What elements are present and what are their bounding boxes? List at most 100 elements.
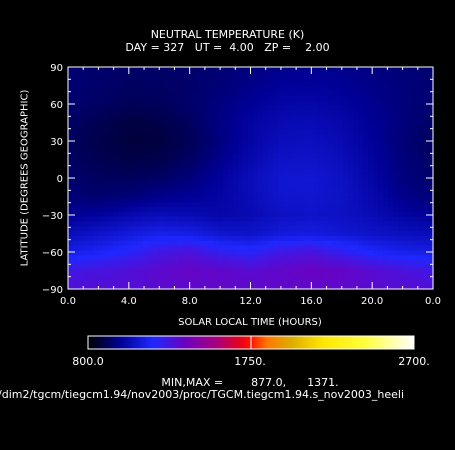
heatmap-cell (353, 216, 359, 223)
heatmap-cell (88, 211, 94, 218)
heatmap-cell (118, 129, 124, 136)
heatmap-cell (218, 81, 224, 87)
heatmap-cell (93, 91, 99, 97)
heatmap-cell (218, 71, 224, 78)
heatmap-cell (133, 134, 139, 140)
heatmap-cell (88, 284, 94, 290)
heatmap-cell (138, 120, 144, 126)
heatmap-cell (173, 91, 179, 97)
heatmap-cell (98, 115, 104, 121)
heatmap-cell (238, 163, 244, 169)
heatmap-cell (328, 124, 334, 131)
heatmap-cell (213, 163, 219, 169)
heatmap-cell (393, 163, 399, 169)
heatmap-cell (103, 115, 109, 121)
heatmap-cell (373, 240, 379, 247)
heatmap-cell (323, 110, 329, 116)
heatmap-cell (148, 269, 154, 276)
heatmap-cell (403, 91, 409, 97)
heatmap-cell (253, 115, 259, 121)
heatmap-cell (393, 105, 399, 112)
heatmap-cell (223, 120, 229, 126)
heatmap-cell (423, 284, 429, 290)
heatmap-cell (263, 231, 269, 237)
heatmap-cell (413, 192, 419, 198)
heatmap-cell (363, 231, 369, 237)
heatmap-cell (283, 95, 289, 102)
heatmap-cell (183, 202, 189, 208)
heatmap-cell (98, 124, 104, 131)
heatmap-cell (413, 149, 419, 155)
heatmap-cell (348, 76, 354, 83)
heatmap-cell (123, 124, 129, 131)
heatmap-cell (208, 149, 214, 155)
heatmap-cell (323, 139, 329, 145)
heatmap-cell (173, 221, 179, 227)
heatmap-cell (348, 202, 354, 208)
heatmap-cell (393, 245, 399, 251)
heatmap-cell (133, 221, 139, 227)
heatmap-cell (283, 187, 289, 194)
heatmap-cell (353, 139, 359, 145)
heatmap-cell (298, 129, 304, 136)
heatmap-cell (348, 163, 354, 169)
heatmap-cell (178, 163, 184, 169)
heatmap-cell (388, 284, 394, 290)
heatmap-cell (333, 202, 339, 208)
heatmap-cell (373, 250, 379, 256)
heatmap-cell (103, 187, 109, 194)
heatmap-cell (318, 149, 324, 155)
heatmap-cell (413, 153, 419, 160)
heatmap-cell (363, 235, 369, 242)
heatmap-cell (173, 129, 179, 136)
heatmap-cell (238, 76, 244, 83)
heatmap-cell (113, 192, 119, 198)
heatmap-cell (193, 168, 199, 174)
heatmap-cell (288, 158, 294, 165)
heatmap-cell (273, 168, 279, 174)
heatmap-cell (168, 129, 174, 136)
chart-title: NEUTRAL TEMPERATURE (K) (150, 28, 305, 41)
heatmap-cell (363, 149, 369, 155)
heatmap-cell (363, 221, 369, 227)
heatmap-cell (233, 129, 239, 136)
heatmap-cell (348, 173, 354, 179)
heatmap-cell (153, 240, 159, 247)
heatmap-cell (273, 153, 279, 160)
heatmap-cell (178, 211, 184, 218)
heatmap-cell (93, 187, 99, 194)
heatmap-cell (198, 81, 204, 87)
heatmap-cell (303, 67, 309, 73)
heatmap-cell (333, 269, 339, 276)
heatmap-cell (283, 221, 289, 227)
heatmap-cell (328, 245, 334, 251)
heatmap-cell (163, 158, 169, 165)
heatmap-cell (148, 144, 154, 150)
heatmap-cell (298, 173, 304, 179)
heatmap-cell (353, 206, 359, 213)
heatmap-cell (213, 100, 219, 107)
heatmap-cell (363, 274, 369, 280)
heatmap-cell (108, 134, 114, 140)
heatmap-cell (323, 264, 329, 271)
heatmap-cell (173, 71, 179, 78)
heatmap-cell (103, 105, 109, 112)
heatmap-cell (178, 197, 184, 203)
heatmap-cell (338, 240, 344, 247)
heatmap-cell (208, 216, 214, 223)
heatmap-cell (278, 187, 284, 194)
heatmap-cell (163, 206, 169, 213)
heatmap-cell (323, 120, 329, 126)
heatmap-cell (408, 105, 414, 112)
heatmap-cell (213, 134, 219, 140)
heatmap-cell (108, 124, 114, 131)
heatmap-cell (308, 110, 314, 116)
heatmap-cell (363, 124, 369, 131)
y-tick-label: 60 (50, 100, 63, 111)
heatmap-cell (198, 67, 204, 73)
heatmap-cell (418, 115, 424, 121)
heatmap-cell (188, 67, 194, 73)
heatmap-cell (323, 105, 329, 112)
heatmap-cell (383, 197, 389, 203)
heatmap-cell (203, 235, 209, 242)
